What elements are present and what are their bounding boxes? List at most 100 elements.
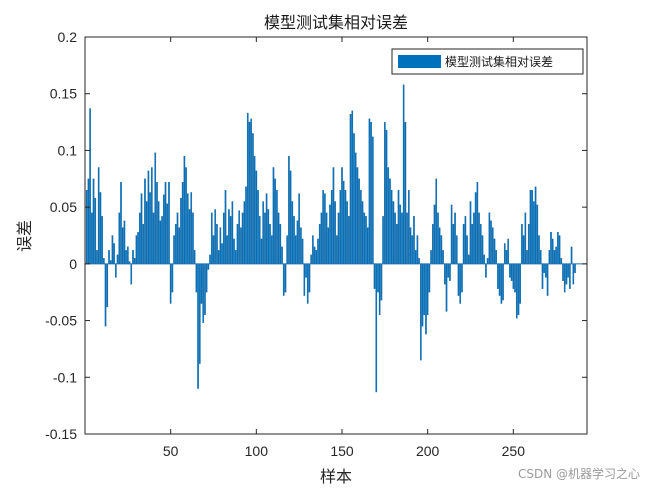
bar — [401, 212, 403, 264]
bar — [425, 263, 427, 335]
bar — [366, 227, 369, 264]
legend: 模型测试集相对误差 — [391, 48, 584, 75]
bar — [113, 243, 115, 264]
x-axis-label: 样本 — [320, 467, 352, 486]
bar — [248, 121, 251, 264]
x-tick-label: 250 — [502, 443, 526, 459]
bar — [229, 216, 232, 264]
bar — [569, 263, 571, 289]
bar — [324, 193, 326, 264]
bar — [481, 235, 484, 264]
bar — [91, 212, 93, 264]
bar — [111, 235, 114, 264]
bar — [238, 210, 241, 264]
bar — [413, 216, 415, 264]
bar — [116, 254, 119, 264]
bar — [372, 136, 374, 264]
y-tick-label: 0.05 — [50, 199, 77, 215]
bar — [246, 112, 249, 264]
x-tick-label: 50 — [163, 443, 179, 459]
bar — [384, 121, 386, 264]
bar — [339, 190, 342, 264]
y-tick-label: 0 — [69, 256, 77, 272]
bar — [438, 227, 441, 264]
bar — [312, 235, 314, 264]
bar — [437, 212, 439, 264]
bar — [265, 193, 268, 264]
bar — [334, 201, 336, 264]
bar — [435, 178, 438, 264]
bar — [346, 201, 348, 264]
bar — [473, 212, 475, 264]
bar — [555, 246, 557, 264]
bar — [474, 192, 477, 264]
bar — [195, 263, 198, 293]
bar — [394, 212, 396, 264]
bar — [127, 246, 129, 264]
bar — [183, 155, 186, 264]
bar — [548, 250, 551, 264]
chart-title: 模型测试集相对误差 — [264, 13, 408, 32]
bar — [455, 235, 458, 264]
bar — [534, 186, 537, 264]
bar — [402, 84, 405, 264]
bar — [375, 263, 378, 393]
bar — [510, 263, 513, 281]
bar — [190, 192, 193, 264]
bar — [500, 263, 503, 304]
bar — [526, 250, 528, 264]
bar — [137, 231, 139, 264]
bar — [450, 204, 453, 264]
bar — [454, 212, 456, 264]
bar — [443, 263, 446, 285]
bar — [97, 167, 100, 264]
bar — [325, 212, 328, 264]
bar — [252, 133, 254, 264]
bar — [485, 263, 487, 278]
bar — [164, 182, 167, 264]
bar — [459, 263, 462, 304]
bar — [404, 121, 407, 264]
bar — [255, 170, 258, 264]
bar — [231, 201, 234, 264]
bar — [301, 238, 304, 264]
bar — [140, 193, 143, 264]
bar — [204, 263, 206, 316]
bar — [445, 263, 448, 312]
bar — [457, 263, 460, 296]
bar — [337, 212, 340, 264]
bar — [101, 216, 103, 264]
bar — [267, 209, 270, 264]
bar — [115, 263, 117, 278]
bar — [276, 190, 278, 264]
bar — [361, 201, 364, 264]
bar — [94, 197, 97, 264]
bar — [332, 167, 335, 264]
bar — [133, 258, 136, 264]
bar — [476, 182, 479, 264]
bar — [365, 216, 367, 264]
bar — [289, 170, 292, 264]
legend-entry: 模型测试集相对误差 — [445, 54, 553, 69]
bar — [161, 216, 163, 264]
bar — [156, 182, 158, 264]
x-axis: 50 100 150 200 250 — [163, 37, 525, 459]
bar — [557, 231, 559, 264]
bar — [176, 212, 179, 264]
bar — [558, 235, 561, 264]
bar — [291, 201, 294, 264]
bar — [142, 224, 145, 264]
bar — [144, 178, 146, 264]
bar — [174, 224, 177, 264]
bar — [414, 250, 417, 264]
bar — [397, 190, 400, 264]
bar — [486, 258, 489, 264]
bar — [546, 263, 549, 296]
bar — [171, 263, 174, 293]
bar — [270, 235, 273, 264]
bar — [515, 263, 518, 319]
bar — [539, 250, 542, 264]
bar — [318, 224, 321, 264]
bar — [419, 263, 422, 361]
